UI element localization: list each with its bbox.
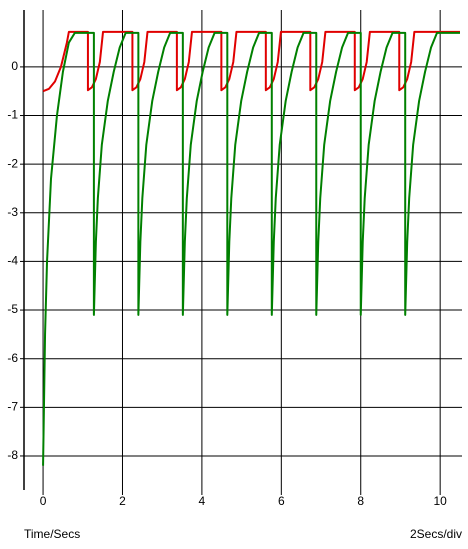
y-tick-label: -7 [7,399,18,413]
y-tick-label: -4 [7,254,18,268]
x-tick-label: 8 [357,494,364,508]
x-axis-label: Time/Secs [24,527,80,541]
y-tick-label: -8 [7,448,18,462]
y-tick-label: -3 [7,205,18,219]
y-tick-label: -1 [7,108,18,122]
x-tick-label: 4 [199,494,206,508]
y-tick-label: 0 [11,59,18,73]
x-tick-label: 2 [119,494,126,508]
y-tick-label: -2 [7,156,18,170]
x-tick-label: 6 [278,494,285,508]
y-tick-label: -6 [7,351,18,365]
series-line [42,31,461,466]
series-line [42,30,461,93]
x-tick-label: 10 [433,494,447,508]
x-tick-label: 0 [40,494,47,508]
y-tick-label: -5 [7,302,18,316]
scale-label: 2Secs/div [410,527,462,541]
